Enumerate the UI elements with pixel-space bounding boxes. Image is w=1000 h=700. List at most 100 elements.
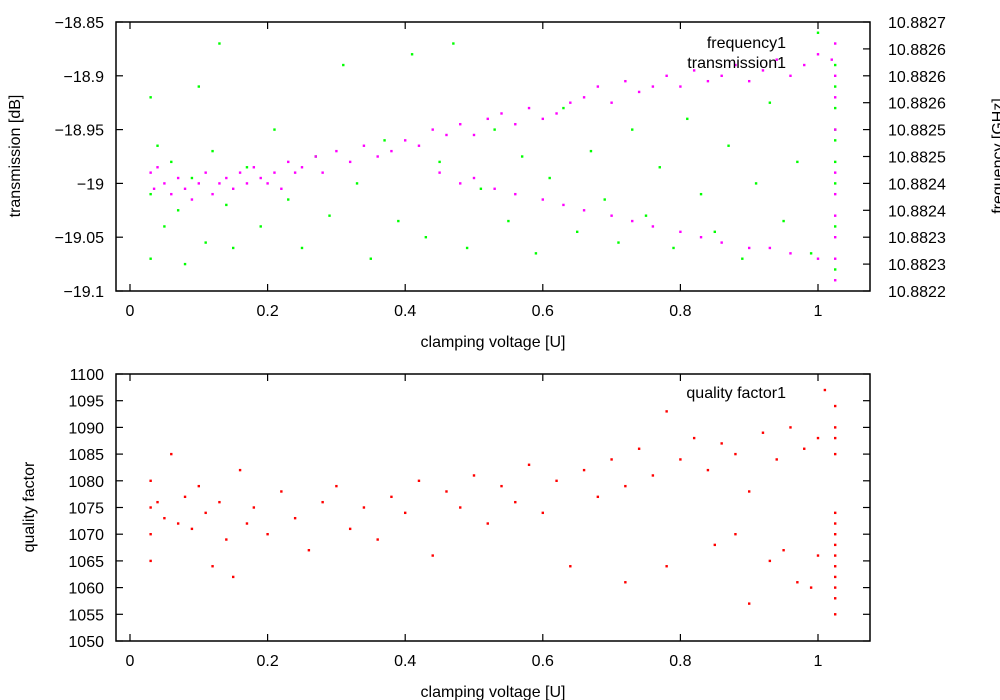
transmission1-point — [335, 149, 338, 153]
frequency1-point — [562, 106, 565, 110]
frequency1-point — [741, 257, 744, 260]
frequency1-point — [834, 63, 837, 67]
y-tick-label: 1090 — [68, 420, 104, 437]
transmission1-point — [834, 74, 837, 77]
frequency1-point — [163, 225, 166, 228]
transmission1-point — [834, 128, 837, 131]
quality-factor1-point — [768, 559, 772, 563]
quality-factor1-point — [417, 479, 421, 482]
y-axis-label: transmission [dB] — [7, 95, 24, 218]
transmission1-point — [348, 160, 352, 164]
transmission1-point — [651, 225, 655, 228]
transmission1-point — [218, 182, 221, 185]
transmission1-point — [562, 203, 565, 207]
frequency1-point — [369, 257, 372, 260]
y-axis-label: quality factor — [21, 461, 38, 552]
quality-factor1-point — [569, 565, 572, 568]
y-tick-label: 1050 — [68, 634, 104, 651]
quality-factor1-point — [486, 522, 489, 525]
quality-factor1-point — [197, 484, 200, 488]
quality-factor1-point — [816, 436, 820, 440]
frequency1-point — [218, 42, 221, 45]
transmission1-point — [472, 133, 476, 137]
y2-tick-label: 10.8826 — [888, 69, 946, 86]
transmission1-point — [816, 53, 820, 56]
quality-factor1-point — [149, 506, 152, 509]
transmission1-point — [514, 192, 517, 196]
transmission1-point — [190, 198, 194, 201]
frequency1-point — [520, 155, 524, 158]
quality-factor1-point — [834, 533, 837, 536]
frequency1-point — [170, 160, 173, 164]
transmission-frequency-plot: 0 0.2 0.4 0.6 0.8 1 −18.85 −18.9 −18.95 −19 −19.05… — [7, 15, 1000, 351]
quality-factor1-point — [834, 511, 837, 515]
quality-factor1-point — [238, 468, 242, 472]
quality-factor1-point — [266, 533, 269, 536]
frequency1-point — [149, 96, 152, 99]
frequency1-point — [176, 209, 180, 212]
frequency1-point — [589, 149, 593, 153]
quality-factor1-point — [232, 575, 235, 579]
frequency1-point — [328, 214, 331, 217]
transmission1-point — [679, 85, 682, 88]
transmission1-point — [596, 85, 600, 88]
transmission1-point — [582, 209, 586, 212]
quality-factor1-point — [252, 506, 256, 509]
transmission1-point — [238, 171, 242, 174]
quality-factor1-point — [149, 559, 152, 563]
frequency1-point — [245, 166, 249, 169]
frequency1-point — [287, 198, 290, 201]
transmission1-point — [156, 166, 159, 169]
frequency1-point — [452, 42, 455, 45]
quality-factor1-point — [834, 543, 837, 547]
frequency1-point — [834, 85, 837, 88]
quality-factor1-point — [404, 511, 407, 515]
y-tick-label: −18.85 — [55, 15, 104, 32]
y2-tick-label: 10.8827 — [888, 15, 946, 32]
transmission1-point — [417, 144, 421, 147]
x-axis-label: clamping voltage [U] — [421, 684, 566, 700]
quality-factor1-point — [748, 602, 751, 605]
frequency1-point — [410, 53, 414, 56]
quality-factor1-point — [734, 452, 737, 456]
quality-factor1-point — [610, 458, 613, 461]
frequency1-point — [834, 268, 837, 271]
y2-tick-label: 10.8824 — [888, 176, 946, 193]
quality-factor1-point — [834, 586, 837, 589]
frequency1-point — [197, 85, 200, 88]
quality-factor1-point — [582, 468, 586, 472]
transmission1-point — [768, 246, 772, 250]
y2-axis-label: frequency [GHz] — [990, 98, 1000, 214]
quality-factor1-point — [834, 565, 837, 568]
transmission1-point — [679, 230, 682, 234]
y2-tick-label: 10.8823 — [888, 257, 946, 274]
x-tick-label: 0.4 — [394, 653, 416, 670]
transmission1-point — [555, 112, 558, 115]
quality-factor1-point — [472, 474, 476, 477]
frequency1-point — [816, 31, 820, 34]
y-tick-label: 1070 — [68, 527, 104, 544]
frequency1-point — [438, 160, 441, 164]
transmission1-point — [232, 187, 235, 190]
quality-factor1-point — [816, 554, 820, 557]
quality-factor1-point — [834, 575, 837, 579]
frequency1-point — [631, 128, 634, 131]
quality-factor1-point — [803, 447, 806, 450]
transmission1-point — [149, 171, 152, 174]
legend-frequency1: frequency1 — [707, 35, 786, 52]
quality-factor-plot: 0 0.2 0.4 0.6 0.8 1 1100 1095 1090 1085 1080 1075 10… — [21, 367, 871, 700]
frequency1-point — [754, 182, 758, 185]
quality-factor1-point — [624, 581, 627, 584]
transmission1-point — [514, 123, 517, 126]
quality-factor1-point — [163, 516, 166, 520]
transmission1-point — [438, 171, 441, 174]
transmission1-point — [266, 182, 269, 185]
quality-factor1-point — [834, 554, 837, 557]
transmission1-point — [775, 58, 778, 61]
quality-factor1-point — [335, 484, 338, 488]
transmission1-point — [834, 42, 837, 45]
frequency1-point — [300, 246, 304, 250]
transmission1-point — [314, 155, 317, 158]
quality-factor1-point — [321, 500, 324, 504]
quality-factor1-point — [720, 442, 723, 445]
